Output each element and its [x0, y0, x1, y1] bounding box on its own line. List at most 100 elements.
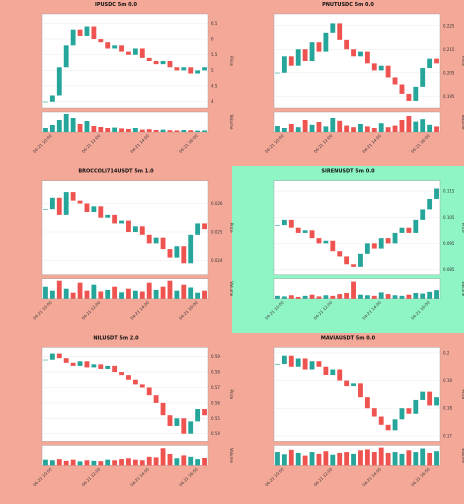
volume-bar	[84, 121, 90, 132]
y-tick-label: 0.2	[443, 350, 450, 355]
volume-bar	[275, 452, 280, 466]
y-tick-label: 0.025	[211, 229, 223, 234]
volume-bar	[84, 290, 90, 299]
candle	[181, 418, 187, 434]
candle	[427, 391, 433, 406]
candle	[119, 220, 124, 224]
candle	[413, 219, 419, 233]
candle	[56, 197, 62, 215]
volume-bar	[174, 130, 180, 132]
volume-plot	[41, 278, 209, 299]
volume-bar	[392, 295, 398, 299]
axis-label: Volume	[461, 115, 464, 130]
volume-bar	[371, 295, 377, 299]
volume-bar	[70, 459, 76, 466]
candle	[302, 358, 308, 370]
candle	[160, 402, 166, 416]
volume-bar	[146, 129, 152, 132]
y-tick-label: 0.19	[443, 378, 452, 383]
y-tick-label: 0.115	[443, 189, 455, 194]
volume-bar	[344, 125, 350, 132]
volume-bar	[153, 130, 159, 132]
candle	[195, 223, 201, 235]
candle	[167, 249, 173, 258]
y-tick-label: 0.195	[443, 94, 455, 99]
candle	[399, 408, 405, 420]
volume-bar	[84, 460, 90, 466]
candle	[195, 409, 201, 422]
candle	[84, 203, 90, 213]
volume-bar	[392, 452, 398, 466]
candle	[174, 418, 180, 426]
volume-bar	[174, 290, 180, 299]
axis-label: Volume	[229, 448, 234, 463]
volume-bar	[323, 126, 329, 132]
volume-bar	[302, 455, 308, 466]
x-tick-label: 04-21 10:00	[32, 300, 53, 321]
volume-bar	[49, 125, 55, 132]
volume-bar	[112, 460, 118, 466]
volume-bar	[153, 457, 159, 466]
volume-bar	[406, 116, 412, 132]
panel-title: SIRENUSDT 5m 0.0	[321, 169, 375, 175]
candle	[295, 358, 301, 367]
volume-bar	[413, 292, 419, 299]
volume-bar	[153, 289, 159, 299]
candle	[420, 209, 426, 220]
volume-bar	[302, 295, 308, 299]
volume-plot	[273, 111, 441, 133]
volume-bar	[427, 291, 433, 299]
candle	[153, 237, 159, 244]
volume-bar	[195, 292, 201, 299]
candle	[399, 227, 405, 233]
volume-bar	[413, 121, 419, 132]
candle	[281, 219, 287, 226]
volume-bar	[49, 290, 55, 299]
y-tick-label: 0.17	[443, 433, 452, 438]
candle	[56, 67, 62, 96]
candle	[344, 380, 350, 387]
volume-bar	[174, 458, 180, 466]
candle	[112, 365, 118, 373]
y-tick-label: 0.085	[443, 267, 455, 272]
candle	[344, 256, 350, 265]
volume-bar	[406, 450, 412, 466]
candle	[385, 424, 391, 431]
volume-bar	[358, 294, 363, 299]
volume-plot	[273, 445, 441, 466]
axis-label: Volume	[229, 115, 234, 130]
candle	[160, 237, 166, 250]
candle	[358, 51, 363, 57]
candle	[91, 26, 97, 40]
candle	[91, 364, 97, 368]
volume-bar	[399, 295, 405, 299]
candle	[174, 246, 180, 258]
y-tick-label: 0.205	[443, 70, 455, 75]
volume-bar	[413, 452, 419, 466]
volume-bar	[434, 290, 439, 299]
price-plot	[41, 347, 209, 442]
candle	[316, 361, 322, 367]
volume-bar	[77, 124, 83, 132]
volume-bar	[392, 125, 398, 132]
price-plot	[41, 13, 209, 109]
volume-bar	[119, 292, 124, 299]
candle	[337, 251, 343, 257]
axis-label: Volume	[229, 281, 234, 296]
volume-bar	[351, 127, 356, 132]
volume-bar	[434, 126, 439, 132]
volume-bar	[316, 296, 322, 299]
candle	[351, 264, 356, 267]
volume-bar	[77, 282, 83, 299]
candle	[309, 230, 315, 239]
candle	[132, 379, 138, 385]
volume-bar	[112, 286, 118, 299]
candle	[105, 42, 111, 49]
volume-bar	[302, 120, 308, 132]
candle	[91, 206, 97, 213]
candle	[43, 359, 48, 361]
candle	[337, 369, 343, 381]
volume-bar	[146, 282, 152, 299]
panel-title: IPUSDC 5m 0.0	[95, 2, 138, 8]
candle	[309, 42, 315, 61]
